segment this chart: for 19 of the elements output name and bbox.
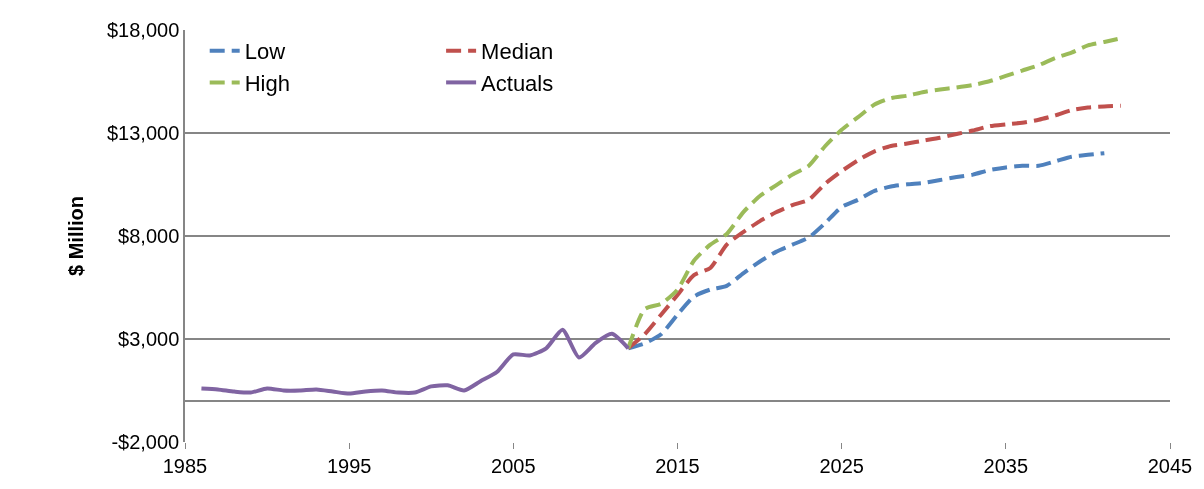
x-tick-label: 2025	[819, 455, 864, 477]
x-tick-label: 1985	[162, 455, 208, 477]
x-tick-label: 1995	[326, 455, 372, 477]
legend-label: Median	[481, 39, 554, 65]
legend-label: Low	[244, 39, 286, 65]
y-tick-label: $8,000	[118, 225, 180, 247]
x-tick-label: 2005	[491, 455, 536, 477]
x-tick-label: 2015	[655, 455, 700, 477]
line-series	[626, 103, 1123, 351]
x-tick-label: 2045	[1147, 455, 1193, 477]
y-tick-label: $13,000	[106, 122, 180, 144]
y-axis-title: $ Million	[64, 196, 87, 276]
legend-label: Actuals	[481, 70, 554, 96]
x-tick-label: 2035	[983, 455, 1029, 477]
line-series	[199, 327, 631, 396]
y-tick-label: -$2,000	[111, 431, 180, 453]
y-tick-label: $18,000	[106, 19, 180, 41]
legend-label: High	[244, 70, 290, 96]
y-tick-label: $3,000	[118, 328, 180, 350]
